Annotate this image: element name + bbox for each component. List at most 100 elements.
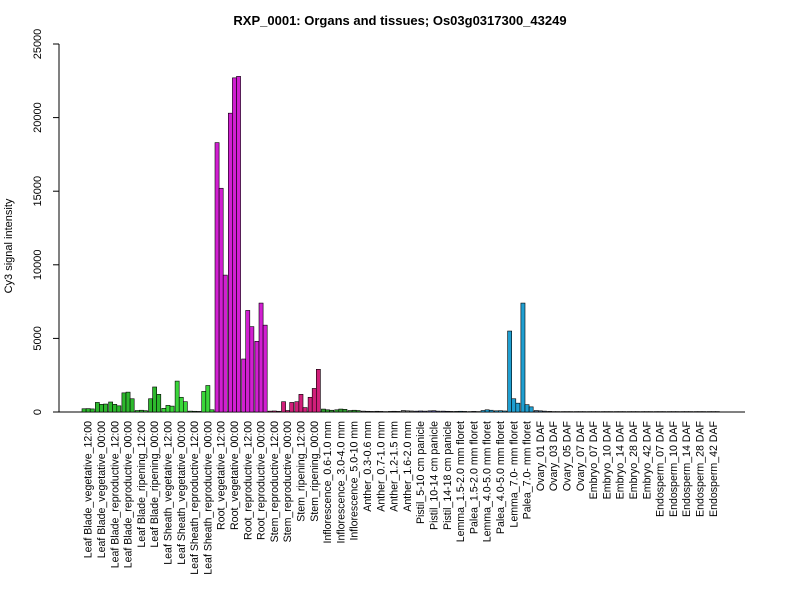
bar	[680, 411, 685, 413]
bar	[85, 408, 91, 413]
bar	[298, 394, 304, 413]
category-labels: Leaf Blade_vegetative_12:00 Leaf Blade_ve…	[83, 420, 720, 574]
bar	[178, 396, 184, 413]
bar	[228, 112, 233, 413]
category-label: Embryo_07 DAF	[588, 420, 600, 499]
bar	[400, 410, 406, 413]
bar	[675, 411, 680, 413]
bar	[573, 411, 579, 413]
bar	[706, 411, 712, 413]
bar	[418, 410, 424, 413]
bar	[440, 410, 446, 413]
category-label: Leaf Sheath_vegetative_00:00	[176, 421, 188, 565]
bar	[528, 406, 534, 413]
bar	[382, 411, 388, 413]
bar	[404, 410, 410, 413]
bar	[537, 410, 543, 413]
bar	[697, 411, 703, 413]
category-label: Leaf Blade_vegetative_00:00	[96, 421, 108, 558]
bar	[648, 411, 654, 413]
category-label: Leaf Blade_ripening_12:00	[136, 421, 148, 548]
category-label: Inflorescence_0.6-1.0 mm	[322, 421, 334, 544]
bar	[635, 411, 640, 413]
bar	[378, 411, 384, 413]
category-label: Ovary_07 DAF	[575, 420, 587, 491]
bar	[281, 401, 286, 413]
bar	[617, 411, 623, 413]
bar	[431, 410, 437, 413]
bar	[488, 409, 494, 413]
bar	[498, 410, 503, 413]
bar	[533, 410, 539, 413]
category-label: Stem_ripening_12:00	[295, 421, 307, 522]
bar	[395, 411, 401, 413]
bar	[232, 77, 237, 413]
bar	[653, 411, 659, 413]
category-label: Root_reproductive_00:00	[256, 421, 268, 540]
bar	[657, 411, 663, 413]
bars	[81, 76, 720, 413]
bar	[262, 324, 268, 413]
bar	[391, 410, 397, 413]
category-label: Leaf Blade_reproductive_12:00	[109, 421, 121, 568]
bar	[165, 405, 171, 413]
category-label: Endosperm_28 DAF	[694, 420, 706, 517]
category-label: Stem_reproductive_00:00	[282, 421, 294, 542]
bar	[595, 411, 600, 413]
category-label: Ovary_03 DAF	[548, 420, 560, 491]
bar	[471, 411, 477, 413]
bar	[108, 401, 113, 413]
bar	[480, 410, 486, 413]
bar	[218, 187, 224, 413]
bar	[422, 410, 428, 413]
bar	[365, 410, 370, 413]
bar	[626, 411, 632, 413]
bar	[542, 410, 547, 413]
bar	[148, 398, 153, 413]
bar	[608, 411, 614, 413]
category-label: Embryo_28 DAF	[628, 420, 640, 499]
bar	[143, 410, 148, 413]
bar	[666, 411, 672, 413]
bar	[121, 392, 127, 413]
bar	[321, 408, 326, 413]
bar	[511, 398, 517, 413]
bar	[600, 411, 606, 413]
bar	[351, 409, 357, 413]
bar	[458, 410, 463, 413]
bar	[174, 380, 180, 413]
bar	[524, 404, 530, 413]
bar	[294, 401, 300, 413]
category-label: Anther_1.6-2.0 mm	[402, 421, 414, 512]
y-tick-label: 10000	[32, 250, 44, 281]
y-tick-label: 0	[32, 409, 44, 415]
bar	[502, 410, 507, 413]
category-label: Embryo_42 DAF	[641, 420, 653, 499]
bar	[188, 410, 193, 413]
bar	[684, 411, 689, 413]
bar	[95, 402, 100, 413]
category-label: Lemma_7.0- mm floret	[508, 421, 520, 528]
bar	[427, 410, 433, 413]
bar	[409, 410, 414, 413]
category-label: Pistil_10-14 cm panicle	[428, 421, 440, 530]
bar	[467, 411, 473, 413]
category-label: Stem_reproductive_12:00	[269, 421, 281, 542]
bar	[289, 402, 295, 413]
category-label: Leaf Blade_ripening_00:00	[149, 421, 161, 548]
bar	[99, 404, 104, 413]
bar	[564, 411, 570, 413]
bar	[701, 411, 707, 413]
bar	[338, 408, 344, 413]
bar	[661, 411, 667, 413]
bar	[139, 409, 144, 413]
bar	[560, 411, 566, 413]
bar	[587, 411, 592, 413]
bar	[214, 142, 220, 413]
category-label: Lemma_1.5-2.0 mm floret	[455, 421, 467, 542]
bar	[454, 411, 459, 413]
bar	[435, 410, 441, 413]
category-label: Stem_ripening_00:00	[309, 421, 321, 522]
category-label: Leaf Sheath_reproductive_12:00	[189, 421, 201, 575]
category-label: Leaf Blade_reproductive_00:00	[123, 421, 135, 568]
